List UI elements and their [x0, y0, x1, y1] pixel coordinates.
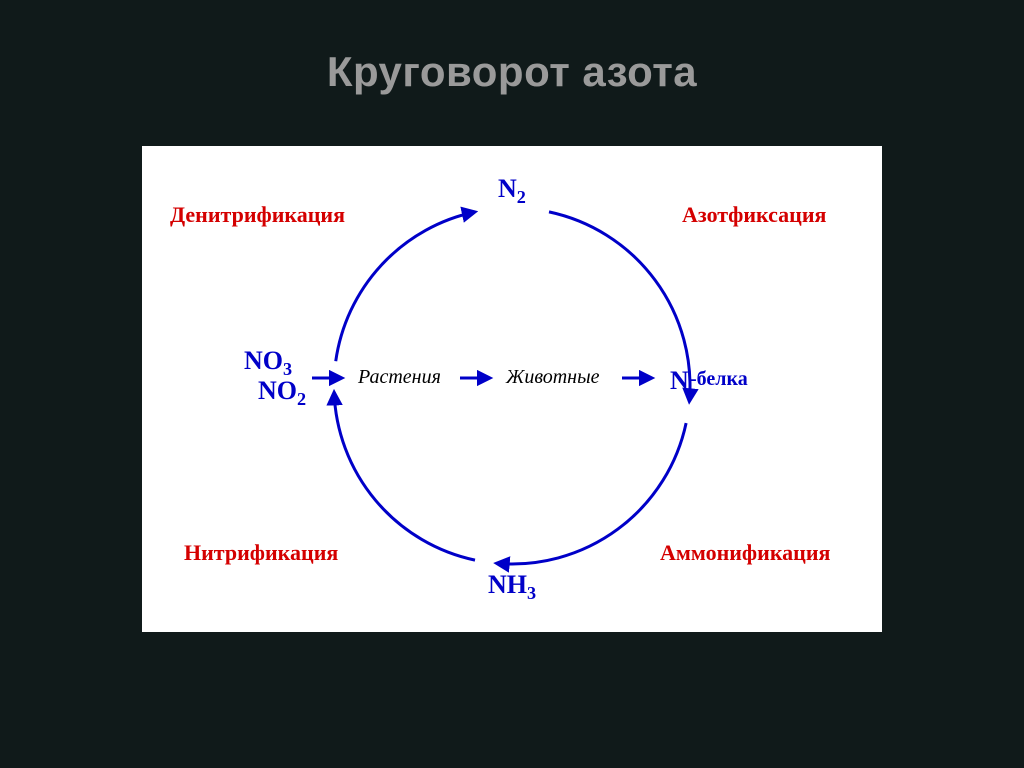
process-ammonification: Аммонификация: [660, 540, 830, 566]
slide: Круговорот азота N2 NO3 NO2 NH3 N -белка…: [0, 0, 1024, 768]
node-no2: NO2: [258, 376, 306, 406]
inner-plants: Растения: [358, 366, 441, 389]
slide-title: Круговорот азота: [0, 0, 1024, 96]
node-nh3: NH3: [488, 570, 536, 600]
node-no3: NO3: [244, 346, 292, 376]
arc-nh3_to_no3: [334, 392, 475, 560]
arc-nbelka_to_nh3: [496, 423, 686, 564]
node-n2: N2: [498, 174, 526, 204]
process-nitrogen-fixation: Азотфиксация: [682, 202, 826, 228]
arc-no3_to_n2: [336, 212, 475, 361]
process-denitrification: Денитрификация: [170, 202, 345, 228]
inner-animals: Животные: [506, 366, 600, 389]
node-nbelka-belka: -белка: [690, 368, 748, 391]
node-nbelka-n: N: [670, 366, 689, 396]
process-nitrification: Нитрификация: [184, 540, 338, 566]
diagram-panel: N2 NO3 NO2 NH3 N -белка Денитрификация А…: [142, 146, 882, 632]
